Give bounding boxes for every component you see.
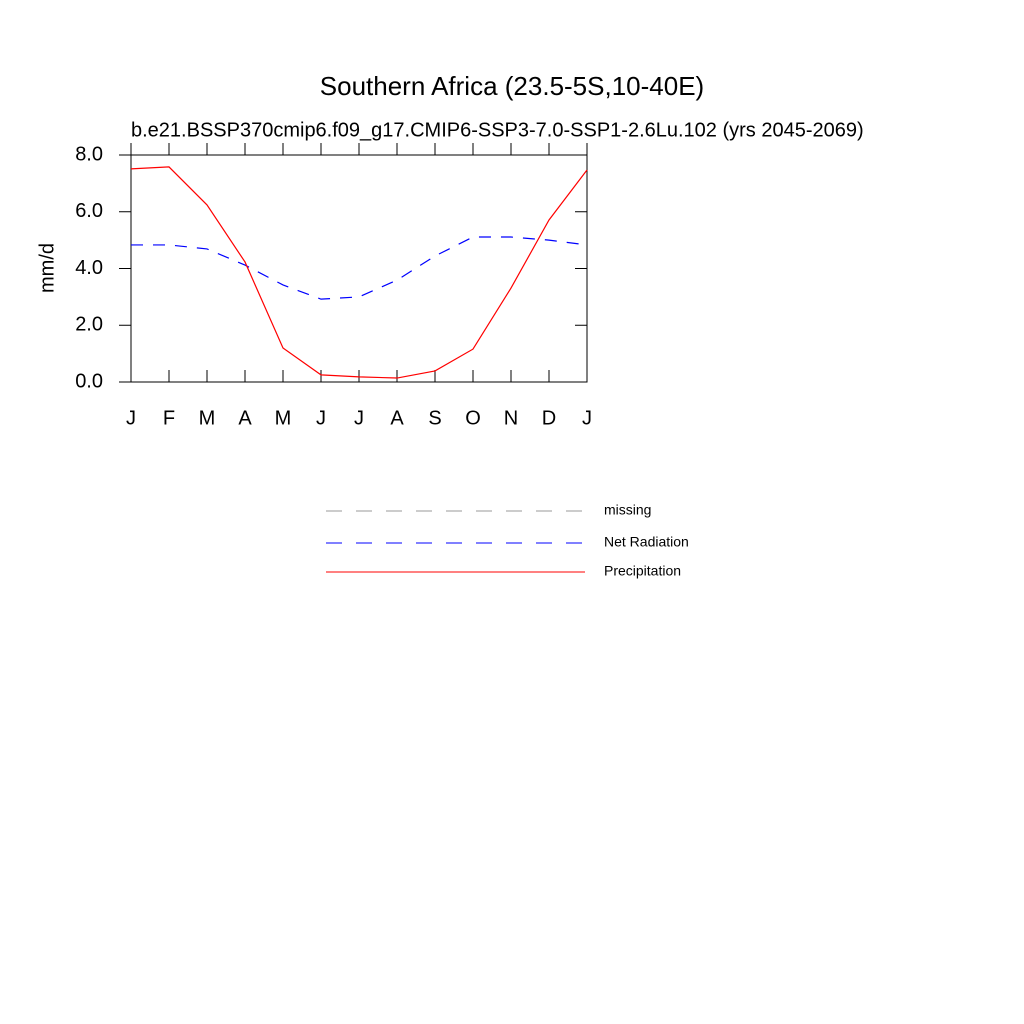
y-axis-label: mm/d — [36, 243, 58, 293]
x-tick-label: J — [354, 407, 364, 429]
chart-subtitle: b.e21.BSSP370cmip6.f09_g17.CMIP6-SSP3-7.… — [131, 119, 864, 141]
y-tick-label: 6.0 — [75, 200, 103, 222]
x-tick-label: J — [126, 407, 136, 429]
y-tick-label: 8.0 — [75, 143, 103, 165]
x-tick-label: M — [275, 407, 292, 429]
x-tick-label: O — [465, 407, 481, 429]
legend-label: Precipitation — [604, 563, 681, 579]
x-tick-label: A — [390, 407, 404, 429]
y-tick-label: 4.0 — [75, 257, 103, 279]
x-tick-label: D — [542, 407, 556, 429]
x-tick-label: A — [238, 407, 252, 429]
x-tick-label: N — [504, 407, 518, 429]
y-tick-label: 2.0 — [75, 314, 103, 336]
x-tick-label: S — [428, 407, 441, 429]
chart-title: Southern Africa (23.5-5S,10-40E) — [320, 71, 704, 101]
legend-label: Net Radiation — [604, 534, 689, 550]
legend-label: missing — [604, 502, 651, 518]
series-line — [131, 236, 588, 300]
x-tick-label: F — [163, 407, 175, 429]
x-tick-label: J — [582, 407, 592, 429]
x-tick-label: J — [316, 407, 326, 429]
y-tick-label: 0.0 — [75, 370, 103, 392]
x-tick-label: M — [199, 407, 216, 429]
series-line — [130, 166, 588, 379]
plot-frame — [130, 154, 588, 383]
